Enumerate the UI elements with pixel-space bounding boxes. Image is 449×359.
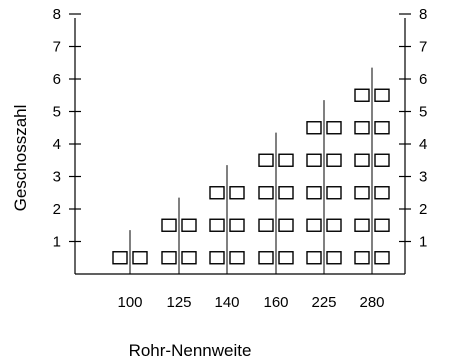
left-y-tick-label-5: 5 [53,104,61,121]
box-280-floor-5-left [354,121,370,135]
box-125-floor-2-right [181,218,197,232]
right-y-tick-label-8: 8 [419,6,427,23]
box-140-floor-2-right [229,218,245,232]
box-125-floor-1-right [181,251,197,265]
left-y-tick-label-7: 7 [53,39,61,56]
box-140-floor-2-left [209,218,225,232]
box-160-floor-2-left [258,218,274,232]
left-y-tick-label-2: 2 [53,201,61,218]
left-y-tick-label-6: 6 [53,71,61,88]
box-225-floor-4-right [326,153,342,167]
box-140-floor-3-left [209,186,225,200]
box-225-floor-3-right [326,186,342,200]
right-y-tick-label-4: 4 [419,136,427,153]
box-280-floor-3-left [354,186,370,200]
x-axis-title: Rohr-Nennweite [129,341,252,359]
box-280-floor-1-right [374,251,390,265]
box-140-floor-3-right [229,186,245,200]
right-y-tick-label-2: 2 [419,201,427,218]
box-280-floor-4-right [374,153,390,167]
stack-280 [354,67,390,274]
box-160-floor-3-left [258,186,274,200]
box-125-floor-2-left [161,218,177,232]
stack-160 [258,132,294,274]
box-100-floor-1-right [132,251,148,265]
tick-layer: 1 1 2 2 3 3 4 4 5 5 6 6 7 7 8 8 100 125 140 160 225 280 [53,6,428,311]
box-225-floor-2-left [306,218,322,232]
left-y-tick-label-1: 1 [53,234,61,251]
left-y-tick-label-3: 3 [53,169,61,186]
box-225-floor-3-left [306,186,322,200]
x-tick-label-225: 225 [311,294,336,311]
x-tick-label-140: 140 [214,294,239,311]
stack-100 [112,230,148,274]
box-225-floor-1-left [306,251,322,265]
x-tick-label-100: 100 [117,294,142,311]
box-225-floor-2-right [326,218,342,232]
stack-125 [161,197,197,274]
box-280-floor-6-right [374,88,390,102]
left-y-tick-label-4: 4 [53,136,61,153]
box-140-floor-1-right [229,251,245,265]
box-225-floor-5-left [306,121,322,135]
left-y-tick-label-8: 8 [53,6,61,23]
box-280-floor-4-left [354,153,370,167]
box-225-floor-5-right [326,121,342,135]
right-y-tick-label-7: 7 [419,39,427,56]
stack-140 [209,165,245,274]
box-160-floor-2-right [278,218,294,232]
x-tick-label-280: 280 [359,294,384,311]
box-140-floor-1-left [209,251,225,265]
right-y-tick-label-6: 6 [419,71,427,88]
box-160-floor-1-left [258,251,274,265]
box-280-floor-3-right [374,186,390,200]
box-280-floor-1-left [354,251,370,265]
box-225-floor-1-right [326,251,342,265]
box-225-floor-4-left [306,153,322,167]
box-160-floor-4-left [258,153,274,167]
y-axis-title: Geschosszahl [11,105,30,212]
box-280-floor-6-left [354,88,370,102]
box-125-floor-1-left [161,251,177,265]
x-tick-label-160: 160 [263,294,288,311]
right-y-tick-label-5: 5 [419,104,427,121]
stack-225 [306,100,342,274]
box-160-floor-1-right [278,251,294,265]
box-160-floor-4-right [278,153,294,167]
box-280-floor-2-left [354,218,370,232]
box-280-floor-5-right [374,121,390,135]
box-160-floor-3-right [278,186,294,200]
box-280-floor-2-right [374,218,390,232]
right-y-tick-label-3: 3 [419,169,427,186]
x-tick-label-125: 125 [166,294,191,311]
right-y-tick-label-1: 1 [419,234,427,251]
marks-layer [112,67,390,274]
box-100-floor-1-left [112,251,128,265]
